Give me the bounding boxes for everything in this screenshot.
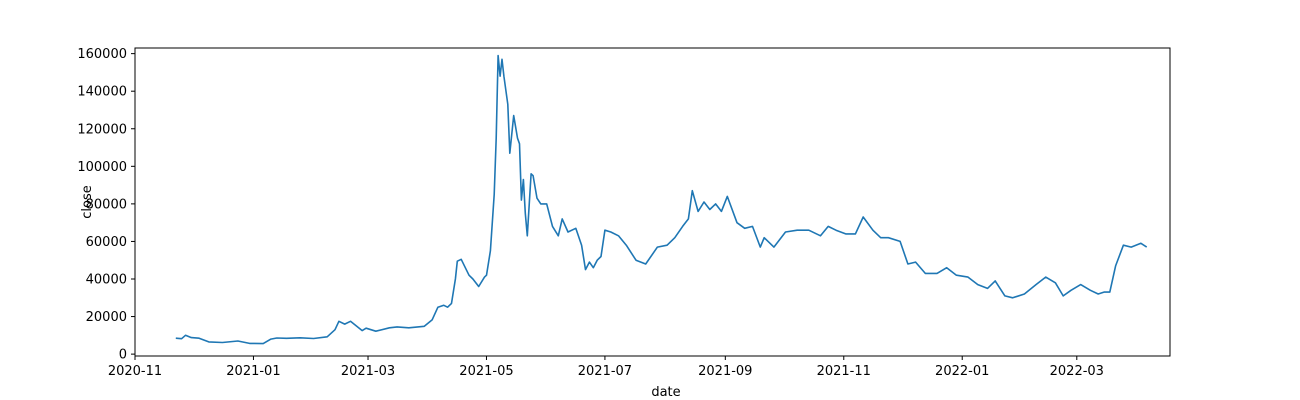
y-tick-label: 0	[119, 348, 127, 363]
x-tick-label: 2020-11	[108, 364, 162, 379]
x-tick-label: 2021-05	[459, 364, 513, 379]
series-line	[175, 54, 1148, 345]
x-tick-label: 2021-03	[341, 364, 395, 379]
y-axis-label: close	[80, 185, 95, 218]
plot-frame	[134, 47, 1171, 357]
x-tick-label: 2021-01	[226, 364, 280, 379]
x-tick-label: 2021-07	[578, 364, 632, 379]
x-tick-label: 2021-11	[817, 364, 871, 379]
y-tick-label: 20000	[86, 310, 127, 325]
y-tick-label: 100000	[77, 160, 127, 175]
y-tick-label: 40000	[86, 273, 127, 288]
x-tick-label: 2022-03	[1050, 364, 1104, 379]
y-tick-label: 160000	[77, 47, 127, 62]
x-axis-ticks: 2020-11 2021-01 2021-03 2021-05 2021-07 2021-…	[108, 356, 1104, 379]
y-tick-label: 60000	[86, 235, 127, 250]
x-tick-label: 2021-09	[698, 364, 752, 379]
y-tick-label: 140000	[77, 85, 127, 100]
x-tick-label: 2022-01	[935, 364, 989, 379]
y-tick-label: 120000	[77, 122, 127, 137]
y-tick-label: 80000	[86, 197, 127, 212]
x-axis-label: date	[651, 385, 680, 400]
plot-area	[135, 48, 1170, 356]
y-axis-ticks: 0 20000 40000 60000 80000 100000 120000 140000 1…	[77, 47, 135, 363]
